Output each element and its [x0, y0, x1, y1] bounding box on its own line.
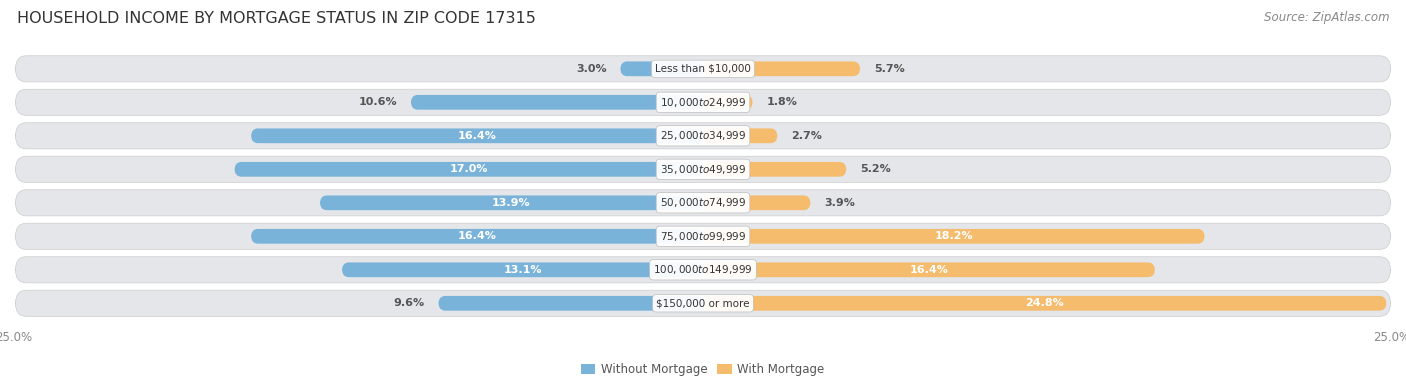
Text: 2.7%: 2.7% [792, 131, 823, 141]
Legend: Without Mortgage, With Mortgage: Without Mortgage, With Mortgage [576, 358, 830, 378]
Text: 9.6%: 9.6% [394, 298, 425, 308]
Text: $35,000 to $49,999: $35,000 to $49,999 [659, 163, 747, 176]
Text: 10.6%: 10.6% [359, 97, 396, 107]
FancyBboxPatch shape [703, 95, 752, 110]
Text: Less than $10,000: Less than $10,000 [655, 64, 751, 74]
FancyBboxPatch shape [703, 262, 1154, 277]
Text: 13.9%: 13.9% [492, 198, 531, 208]
FancyBboxPatch shape [235, 162, 703, 177]
FancyBboxPatch shape [703, 129, 778, 143]
Text: 16.4%: 16.4% [457, 231, 496, 241]
FancyBboxPatch shape [321, 195, 703, 210]
FancyBboxPatch shape [703, 296, 1386, 311]
Text: $10,000 to $24,999: $10,000 to $24,999 [659, 96, 747, 109]
Text: $100,000 to $149,999: $100,000 to $149,999 [654, 263, 752, 276]
Text: 3.9%: 3.9% [824, 198, 855, 208]
Text: 18.2%: 18.2% [935, 231, 973, 241]
Text: 13.1%: 13.1% [503, 265, 541, 275]
Text: 16.4%: 16.4% [457, 131, 496, 141]
FancyBboxPatch shape [703, 162, 846, 177]
Text: 17.0%: 17.0% [450, 164, 488, 174]
FancyBboxPatch shape [15, 190, 1391, 216]
Text: 5.2%: 5.2% [860, 164, 891, 174]
FancyBboxPatch shape [703, 229, 1205, 244]
FancyBboxPatch shape [439, 296, 703, 311]
FancyBboxPatch shape [15, 123, 1391, 149]
Text: 5.7%: 5.7% [875, 64, 904, 74]
FancyBboxPatch shape [252, 129, 703, 143]
FancyBboxPatch shape [15, 56, 1391, 82]
Text: $50,000 to $74,999: $50,000 to $74,999 [659, 196, 747, 209]
FancyBboxPatch shape [15, 223, 1391, 249]
FancyBboxPatch shape [703, 195, 810, 210]
FancyBboxPatch shape [620, 62, 703, 76]
FancyBboxPatch shape [15, 257, 1391, 283]
Text: 1.8%: 1.8% [766, 97, 797, 107]
Text: 16.4%: 16.4% [910, 265, 949, 275]
FancyBboxPatch shape [15, 89, 1391, 115]
FancyBboxPatch shape [15, 156, 1391, 182]
FancyBboxPatch shape [342, 262, 703, 277]
Text: $25,000 to $34,999: $25,000 to $34,999 [659, 129, 747, 142]
Text: $150,000 or more: $150,000 or more [657, 298, 749, 308]
FancyBboxPatch shape [703, 62, 860, 76]
Text: Source: ZipAtlas.com: Source: ZipAtlas.com [1264, 11, 1389, 24]
Text: 24.8%: 24.8% [1025, 298, 1064, 308]
Text: HOUSEHOLD INCOME BY MORTGAGE STATUS IN ZIP CODE 17315: HOUSEHOLD INCOME BY MORTGAGE STATUS IN Z… [17, 11, 536, 26]
FancyBboxPatch shape [15, 290, 1391, 316]
FancyBboxPatch shape [252, 229, 703, 244]
FancyBboxPatch shape [411, 95, 703, 110]
Text: 3.0%: 3.0% [576, 64, 606, 74]
Text: $75,000 to $99,999: $75,000 to $99,999 [659, 230, 747, 243]
